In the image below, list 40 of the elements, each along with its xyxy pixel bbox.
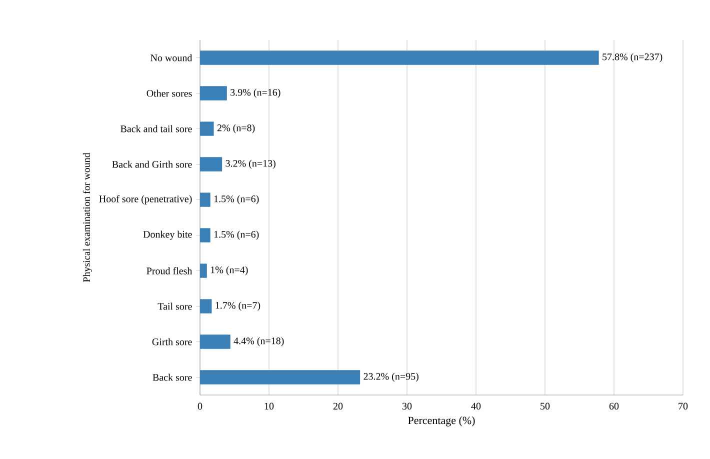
bar [200,86,227,100]
y-tick-label: Hoof sore (penetrative) [99,195,192,204]
data-label: 23.2% (n=95) [364,372,418,382]
bar [200,50,599,65]
bar [200,264,207,278]
bar [200,299,212,314]
bar [200,334,230,349]
bar [200,228,210,242]
y-tick-label: Girth sore [152,338,192,346]
x-tick-label: 50 [540,402,550,410]
y-tick-label: No wound [150,54,192,62]
y-axis-title: Physical examination for wound [82,152,92,282]
x-tick-label: 60 [609,402,619,410]
data-label: 2% (n=8) [217,124,255,134]
x-tick-label: 30 [402,402,412,410]
y-tick-label: Back sore [152,374,192,381]
x-tick-label: 0 [198,402,202,410]
data-label: 3.9% (n=16) [230,88,280,98]
y-tick-label: Proud flesh [146,267,192,274]
data-label: 3.2% (n=13) [226,160,276,169]
data-label: 1.5% (n=6) [214,195,259,204]
x-tick-label: 70 [678,402,688,410]
bar [200,157,222,172]
x-tick-label: 10 [264,402,274,410]
data-label: 1.7% (n=7) [216,302,260,311]
bar [200,192,210,207]
y-tick-label: Other sores [146,90,192,97]
data-label: 4.4% (n=18) [234,337,284,346]
y-tick-label: Tail sore [158,302,192,310]
data-label: 1% (n=4) [210,266,248,276]
y-tick-label: Back and Girth sore [112,160,192,168]
x-tick-label: 40 [471,402,481,410]
y-tick-label: Back and tail sore [120,125,192,132]
data-label: 1.5% (n=6) [214,230,259,240]
bar [200,122,214,136]
x-tick-label: 20 [333,402,343,410]
bar [200,370,360,384]
y-tick-label: Donkey bite [143,230,192,240]
x-axis-title: Percentage (%) [408,416,475,426]
data-label: 57.8% (n=237) [602,53,662,62]
